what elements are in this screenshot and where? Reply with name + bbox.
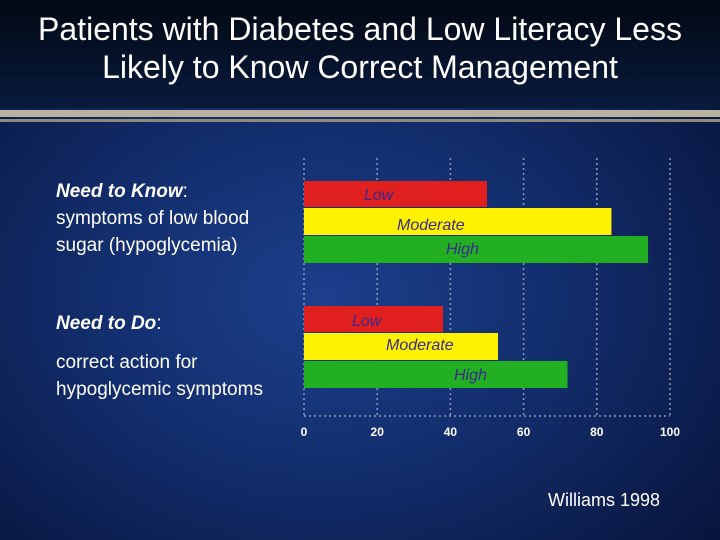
- title-line-2: Likely to Know Correct Management: [102, 49, 618, 85]
- bar-label: High: [454, 367, 487, 384]
- x-tick-label: 0: [301, 425, 308, 439]
- bar-label: High: [446, 241, 479, 258]
- question-description-line-2: hypoglycemic symptoms: [56, 379, 263, 400]
- bar-label: Low: [352, 313, 383, 330]
- bar-0-0: [304, 181, 487, 207]
- title-band: [0, 0, 720, 108]
- bar-label: Moderate: [386, 337, 454, 354]
- bar-1-1: [304, 333, 498, 360]
- question-description-line-2: sugar (hypoglycemia): [56, 235, 238, 256]
- title-rule-thin: [0, 119, 720, 122]
- bar-0-2: [304, 236, 649, 263]
- slide-title: Patients with Diabetes and Low Literacy …: [0, 10, 720, 86]
- bar-label: Low: [364, 187, 395, 204]
- question-colon: :: [156, 313, 162, 334]
- title-rule: [0, 110, 720, 117]
- x-tick-label: 60: [517, 425, 531, 439]
- question-description-line-1: symptoms of low blood: [56, 208, 250, 229]
- question-description-line-1: correct action for: [56, 352, 198, 373]
- bar-0-1: [304, 208, 612, 235]
- bar-label: Moderate: [397, 217, 465, 234]
- x-tick-label: 20: [371, 425, 385, 439]
- question-need-to-know: Need to Know: symptoms of low blood suga…: [56, 178, 249, 259]
- question-need-to-do-description: correct action for hypoglycemic symptoms: [56, 349, 263, 403]
- bar-1-2: [304, 361, 568, 388]
- citation: Williams 1998: [548, 490, 661, 510]
- question-need-to-do: Need to Do:: [56, 310, 162, 337]
- question-heading: Need to Know: [56, 181, 183, 202]
- title-line-1: Patients with Diabetes and Low Literacy …: [38, 11, 682, 47]
- x-tick-label: 40: [444, 425, 458, 439]
- x-tick-label: 100: [660, 425, 680, 439]
- x-tick-label: 80: [590, 425, 604, 439]
- bar-1-0: [304, 306, 444, 332]
- question-heading: Need to Do: [56, 313, 157, 334]
- question-colon: :: [182, 181, 188, 202]
